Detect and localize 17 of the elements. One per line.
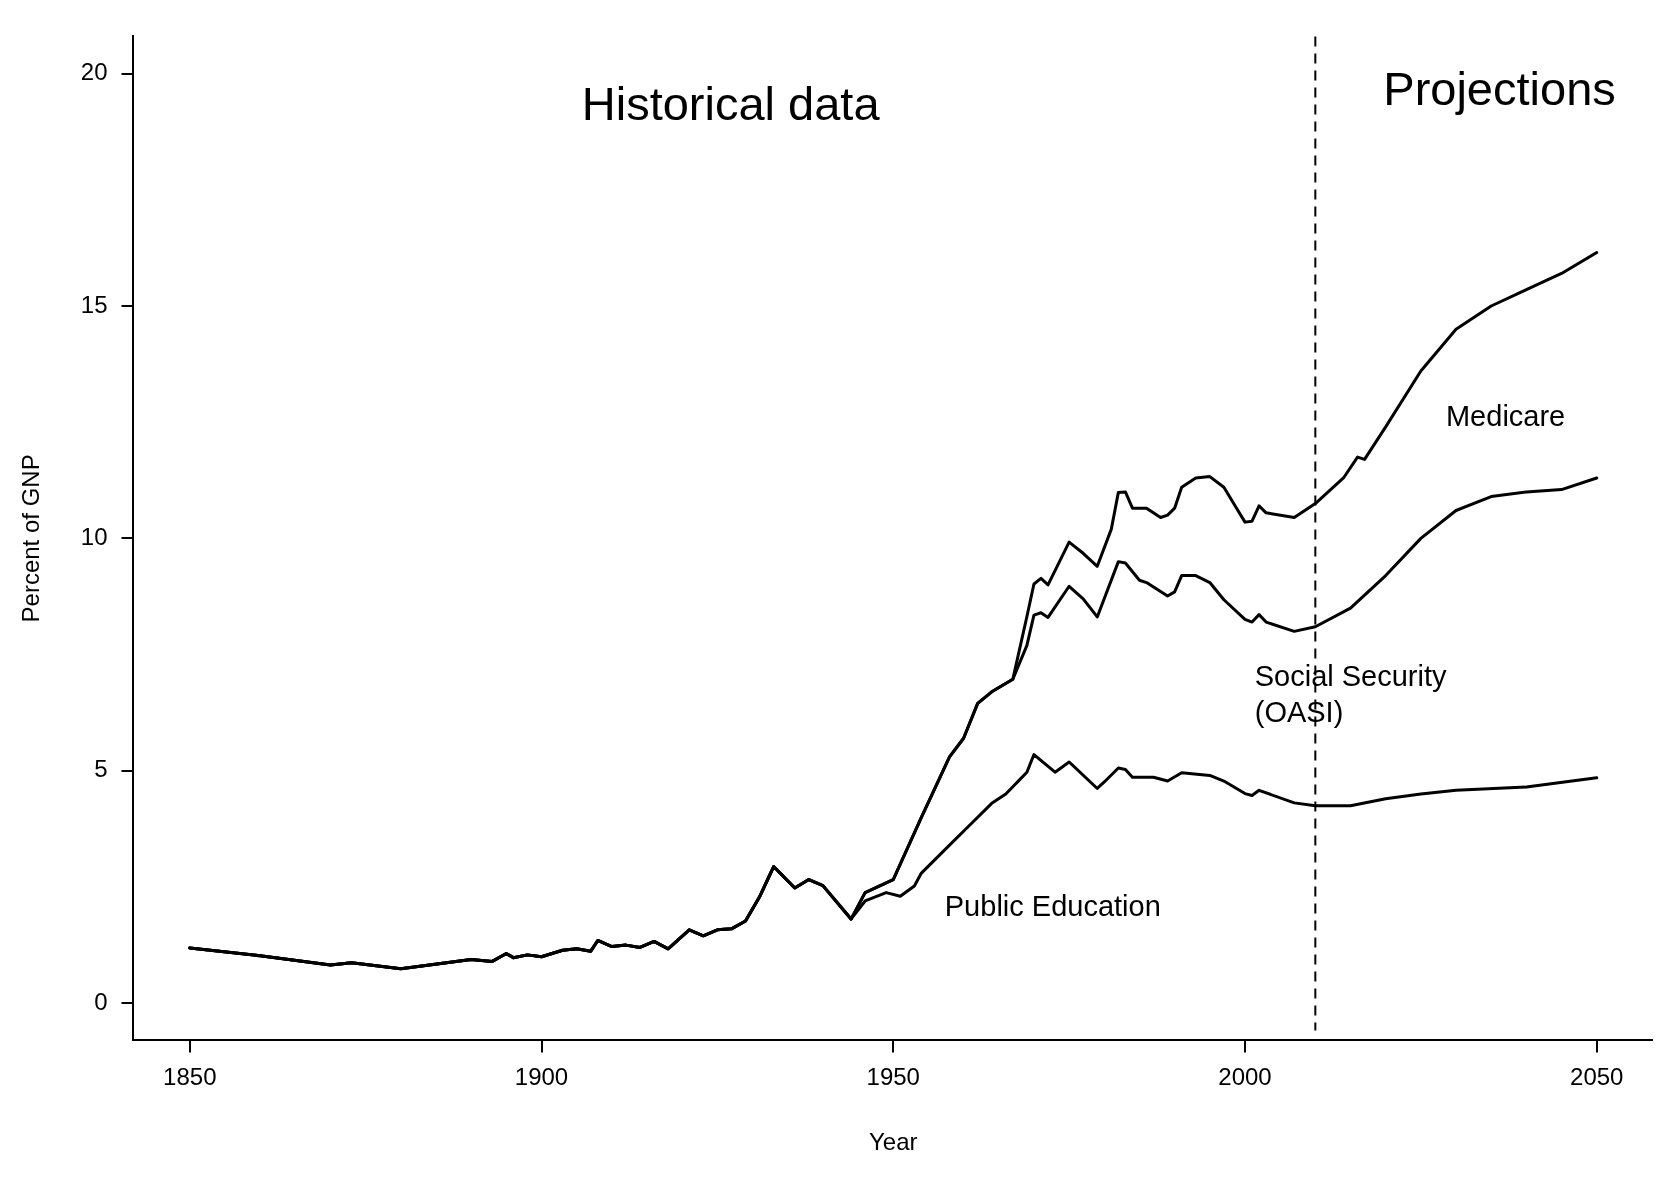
annotation: Historical data xyxy=(581,76,881,130)
y-tick-label: 15 xyxy=(80,290,108,318)
x-tick-label: 1850 xyxy=(163,1063,217,1091)
x-axis-title: Year xyxy=(869,1128,918,1156)
x-tick-label: 1950 xyxy=(866,1063,920,1091)
y-tick-label: 10 xyxy=(80,523,108,551)
x-tick-label: 2050 xyxy=(1570,1063,1624,1091)
x-tick-label: 1900 xyxy=(514,1063,569,1091)
annotation: Medicare xyxy=(1445,399,1566,432)
y-axis-title: Percent of GNP xyxy=(17,454,45,623)
y-tick-label: 0 xyxy=(94,987,108,1015)
annotation: Social Security (OASI) xyxy=(1254,660,1448,729)
y-tick-label: 5 xyxy=(94,755,108,783)
annotation: Public Education xyxy=(944,889,1161,922)
x-tick-label: 2000 xyxy=(1218,1063,1272,1091)
y-tick-label: 20 xyxy=(80,58,108,86)
annotation: Projections xyxy=(1383,61,1616,115)
